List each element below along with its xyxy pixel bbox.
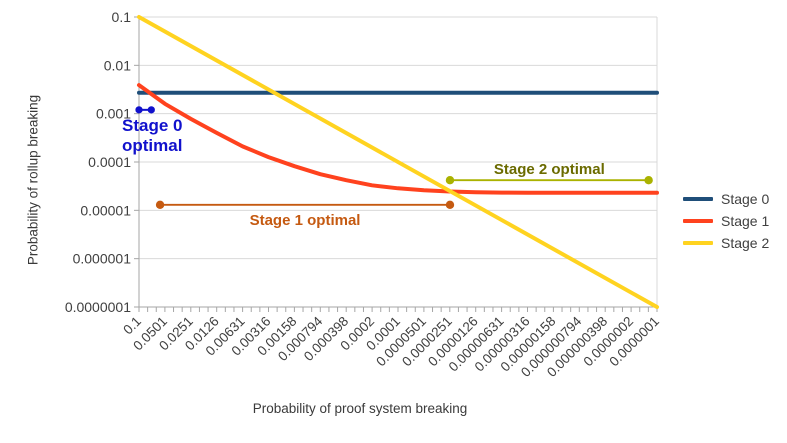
stage2-optimal-start-dot [445,176,455,185]
x-axis-title: Probability of proof system breaking [252,401,468,416]
y-tick-label: 0.01 [104,57,131,73]
legend-label-stage-1: Stage 1 [721,212,770,229]
legend-label-stage-0: Stage 0 [721,190,770,207]
legend-swatch-stage-0 [683,196,713,201]
legend-swatch-stage-1 [683,218,713,223]
y-tick-label: 0.1 [112,9,132,25]
legend-entry-stage-0: Stage 0 [683,190,770,207]
stage1-optimal-end-dot [445,200,455,210]
stage1-optimal-label: Stage 1 optimal [250,212,361,229]
stage0-optimal-end-dot [147,106,155,114]
stage2-optimal-label: Stage 2 optimal [494,161,605,178]
y-tick-label: 0.000001 [73,251,132,267]
legend-entry-stage-1: Stage 1 [683,212,770,229]
series-line-stage-1 [137,83,659,195]
stage0-optimal-label: optimal [122,136,182,155]
legend-label-stage-2: Stage 2 [721,234,770,251]
y-tick-label: 0.00001 [80,202,131,218]
y-tick-label: 0.001 [96,106,131,122]
stage2-optimal-end-dot [644,176,653,185]
legend: Stage 0 Stage 1 Stage 2 [683,190,770,251]
y-axis-title: Probability of rollup breaking [25,94,41,266]
y-tick-label: 0.0001 [88,154,131,170]
y-tick-label: 0.0000001 [65,299,131,315]
stage0-optimal-label: Stage 0 [122,116,182,135]
series-line-stage-2 [137,15,659,309]
stage1-optimal-start-dot [155,200,165,210]
stage0-optimal-start-dot [135,106,143,114]
legend-entry-stage-2: Stage 2 [683,234,770,251]
legend-swatch-stage-2 [683,240,713,245]
